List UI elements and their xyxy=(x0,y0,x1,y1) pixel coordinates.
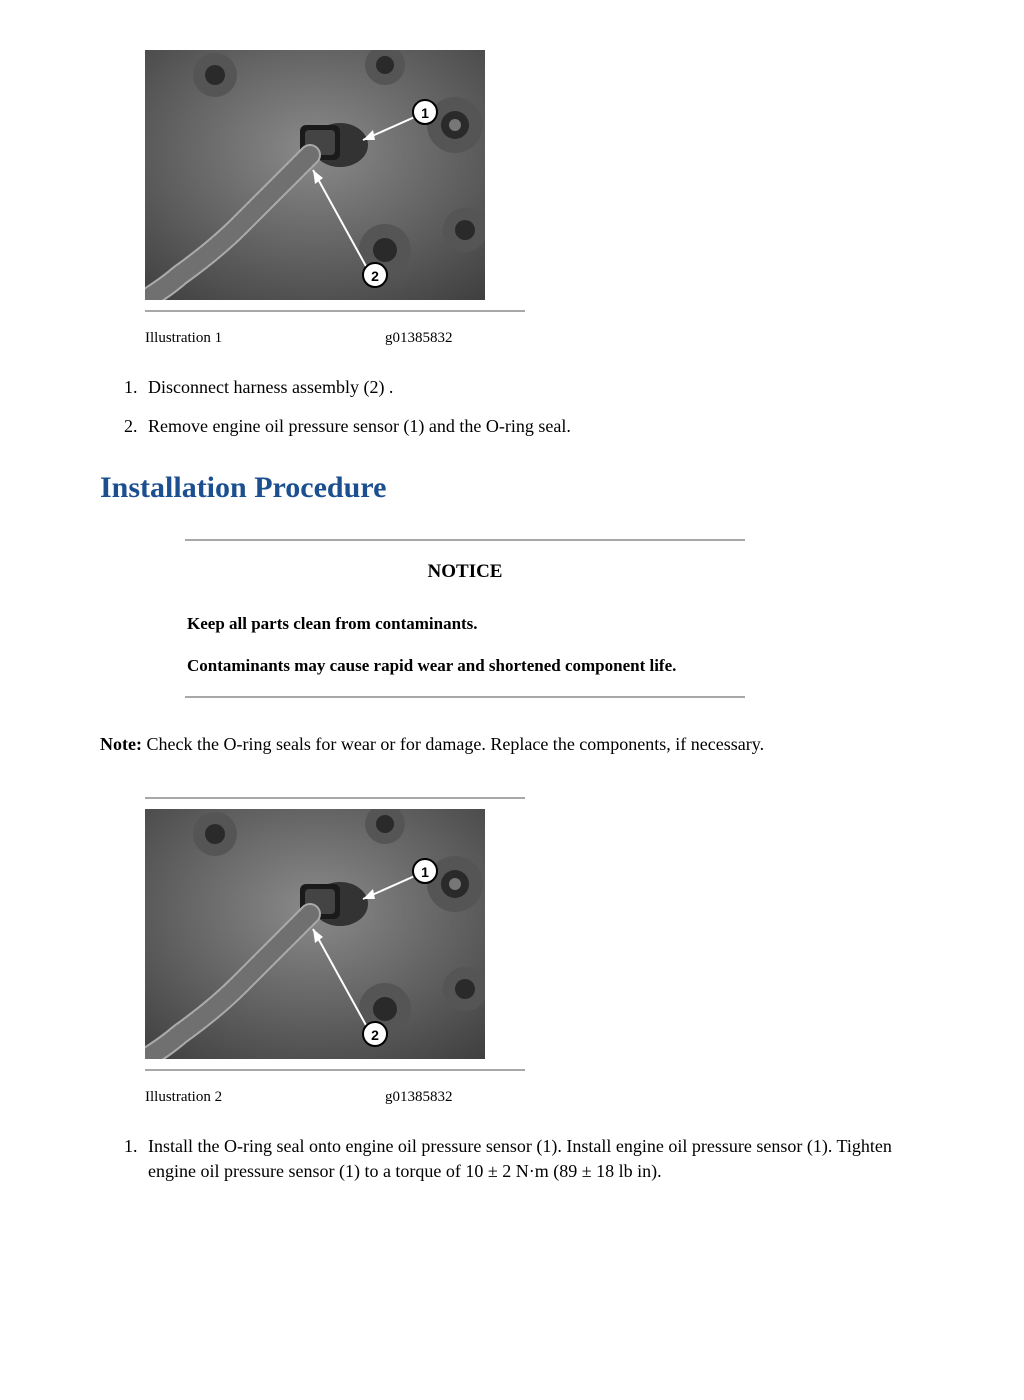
illustration-2-image: 1 2 xyxy=(145,809,485,1059)
removal-step-1: Disconnect harness assembly (2) . xyxy=(142,375,934,400)
illustration-2-svg: 1 2 xyxy=(145,809,485,1059)
illustration-1-image: 1 2 xyxy=(145,50,485,300)
note-label: Note: xyxy=(100,734,146,754)
illustration-2-label: Illustration 2 xyxy=(145,1087,285,1108)
notice-title: NOTICE xyxy=(185,559,745,586)
installation-procedure-heading: Installation Procedure xyxy=(100,467,934,509)
illustration-1-id: g01385832 xyxy=(285,328,525,349)
illustration-1-label: Illustration 1 xyxy=(145,328,285,349)
notice-block: NOTICE Keep all parts clean from contami… xyxy=(185,539,745,697)
install-steps-list: Install the O-ring seal onto engine oil … xyxy=(142,1134,934,1184)
note-text: Check the O-ring seals for wear or for d… xyxy=(146,734,764,754)
removal-step-2: Remove engine oil pressure sensor (1) an… xyxy=(142,414,934,439)
illustration-1-svg: 1 2 xyxy=(145,50,485,300)
svg-text:2: 2 xyxy=(371,268,379,284)
notice-top-divider xyxy=(185,539,745,541)
illustration-2-top-divider xyxy=(145,797,525,799)
illustration-2-caption: Illustration 2 g01385832 xyxy=(145,1081,525,1114)
illustration-2-block: 1 2 Illustration 2 g01385832 xyxy=(145,797,934,1114)
note-paragraph: Note: Check the O-ring seals for wear or… xyxy=(100,732,934,757)
svg-text:1: 1 xyxy=(421,105,429,121)
install-step-1: Install the O-ring seal onto engine oil … xyxy=(142,1134,934,1184)
notice-line-2: Contaminants may cause rapid wear and sh… xyxy=(185,654,745,678)
notice-line-1: Keep all parts clean from contaminants. xyxy=(185,612,745,636)
illustration-1-caption: Illustration 1 g01385832 xyxy=(145,322,525,355)
illustration-2-bottom-divider xyxy=(145,1069,525,1071)
illustration-2-id: g01385832 xyxy=(285,1087,525,1108)
illustration-1-block: 1 2 Illustration 1 g01385832 xyxy=(145,50,934,355)
svg-text:2: 2 xyxy=(371,1027,379,1043)
notice-bottom-divider xyxy=(185,696,745,698)
illustration-1-divider xyxy=(145,310,525,312)
svg-text:1: 1 xyxy=(421,864,429,880)
removal-steps-list: Disconnect harness assembly (2) . Remove… xyxy=(142,375,934,439)
